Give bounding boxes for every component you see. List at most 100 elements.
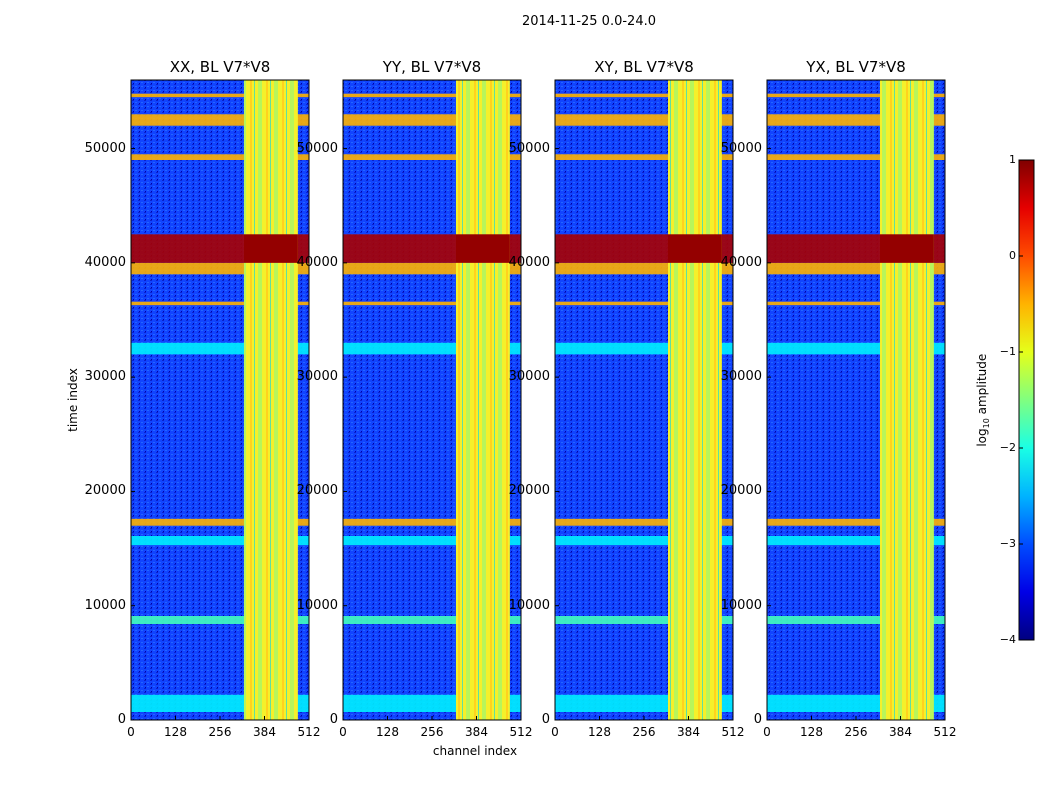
- x-tick-label: 384: [677, 725, 700, 739]
- rfi-saturated-region: [879, 234, 934, 263]
- rfi-row-6: [767, 301, 945, 306]
- rfi-saturated-region: [667, 234, 722, 263]
- rfi-row-9: [131, 154, 309, 160]
- rfi-row-10: [555, 114, 733, 126]
- y-tick-label: 50000: [84, 140, 126, 156]
- rfi-row-11: [343, 93, 521, 98]
- y-tick-label: 20000: [508, 483, 550, 499]
- y-tick-label: 0: [117, 712, 126, 727]
- colorbar-tick-label: −1: [999, 345, 1016, 358]
- x-tick-label: 256: [844, 725, 868, 739]
- x-tick-label: 128: [588, 725, 611, 739]
- rfi-row-2: [555, 616, 733, 624]
- rfi-row-7: [343, 262, 521, 275]
- y-tick-label: 50000: [508, 140, 550, 156]
- y-tick-label: 10000: [84, 597, 126, 613]
- rfi-row-2: [343, 616, 521, 624]
- colorbar-label: log10 amplitude: [974, 353, 992, 447]
- y-tick-label: 50000: [296, 140, 338, 156]
- rfi-row-3: [555, 536, 733, 546]
- x-tick-label: 384: [253, 725, 276, 739]
- y-tick-label: 0: [753, 712, 762, 727]
- x-tick-label: 0: [763, 725, 771, 739]
- x-axis-label: channel index: [432, 744, 518, 758]
- rfi-saturated-region: [243, 234, 298, 263]
- panel-title-yx: YX, BL V7*V8: [806, 58, 906, 76]
- colorbar-tick-label: −2: [999, 441, 1016, 454]
- colorbar-tick-label: −4: [999, 633, 1016, 646]
- panel-title-xy: XY, BL V7*V8: [594, 58, 694, 76]
- y-tick-label: 40000: [508, 254, 550, 270]
- rfi-row-2: [131, 616, 309, 624]
- x-tick-label: 128: [164, 725, 187, 739]
- y-tick-label: 10000: [296, 597, 338, 613]
- y-tick-label: 0: [541, 712, 550, 727]
- y-tick-label: 30000: [296, 369, 338, 385]
- x-tick-label: 0: [339, 725, 347, 739]
- y-tick-label: 40000: [84, 254, 126, 270]
- x-tick-label: 0: [127, 725, 135, 739]
- rfi-row-10: [343, 114, 521, 126]
- rfi-row-5: [131, 342, 309, 355]
- rfi-row-6: [343, 301, 521, 306]
- colorbar: [1018, 159, 1035, 641]
- y-tick-label: 10000: [508, 597, 550, 613]
- y-tick-label: 20000: [84, 483, 126, 499]
- y-tick-label: 0: [329, 712, 338, 727]
- heatmap-panel-4: [766, 79, 946, 721]
- panel-title-yy: YY, BL V7*V8: [382, 58, 482, 76]
- heatmap-panel-3: [554, 79, 734, 721]
- y-tick-label: 20000: [296, 483, 338, 499]
- rfi-channel-block: [667, 80, 722, 720]
- rfi-row-2: [767, 616, 945, 624]
- y-tick-label: 40000: [720, 254, 762, 270]
- y-tick-label: 30000: [508, 369, 550, 385]
- rfi-row-5: [343, 342, 521, 355]
- y-tick-label: 20000: [720, 483, 762, 499]
- rfi-channel-block: [455, 80, 510, 720]
- x-tick-label: 512: [297, 725, 321, 739]
- rfi-row-10: [131, 114, 309, 126]
- rfi-row-7: [767, 262, 945, 275]
- x-tick-label: 0: [551, 725, 559, 739]
- rfi-row-9: [767, 154, 945, 160]
- x-tick-label: 512: [933, 725, 957, 739]
- rfi-row-4: [555, 518, 733, 526]
- colorbar-tick-label: −3: [999, 537, 1016, 550]
- x-tick-label: 512: [721, 725, 745, 739]
- rfi-row-11: [767, 93, 945, 98]
- rfi-row-4: [343, 518, 521, 526]
- rfi-row-3: [343, 536, 521, 546]
- x-tick-label: 384: [889, 725, 912, 739]
- y-tick-label: 30000: [84, 369, 126, 385]
- heatmap-panel-2: [342, 79, 522, 721]
- figure-title: 2014-11-25 0.0-24.0: [522, 14, 656, 29]
- rfi-row-6: [131, 301, 309, 306]
- heatmap-panel-1: [130, 79, 310, 721]
- x-tick-label: 256: [632, 725, 656, 739]
- y-tick-label: 30000: [720, 369, 762, 385]
- rfi-saturated-region: [455, 234, 510, 263]
- rfi-row-9: [343, 154, 521, 160]
- rfi-row-3: [131, 536, 309, 546]
- x-tick-label: 128: [376, 725, 399, 739]
- rfi-row-5: [767, 342, 945, 355]
- x-tick-label: 256: [420, 725, 444, 739]
- rfi-row-7: [555, 262, 733, 275]
- x-tick-label: 128: [800, 725, 823, 739]
- rfi-row-5: [555, 342, 733, 355]
- x-tick-label: 512: [509, 725, 533, 739]
- rfi-row-6: [555, 301, 733, 306]
- x-tick-label: 256: [208, 725, 232, 739]
- rfi-channel-block: [243, 80, 298, 720]
- panel-title-xx: XX, BL V7*V8: [169, 58, 271, 76]
- rfi-row-9: [555, 154, 733, 160]
- y-tick-label: 40000: [296, 254, 338, 270]
- rfi-row-4: [131, 518, 309, 526]
- rfi-row-3: [767, 536, 945, 546]
- y-tick-label: 50000: [720, 140, 762, 156]
- rfi-row-11: [131, 93, 309, 98]
- colorbar-tick-label: 0: [1009, 249, 1016, 262]
